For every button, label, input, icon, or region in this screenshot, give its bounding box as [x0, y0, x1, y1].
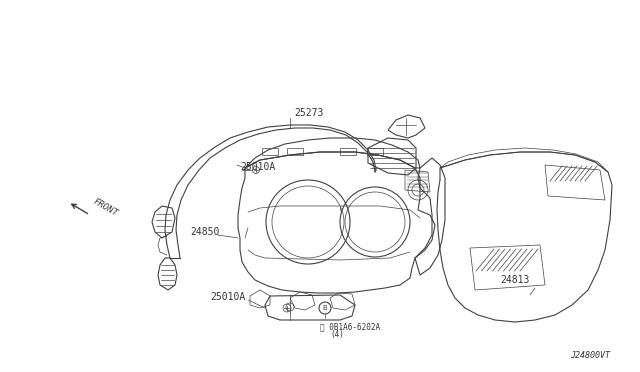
Text: 25010A: 25010A — [240, 162, 275, 172]
Text: J24800VT: J24800VT — [570, 351, 610, 360]
Text: B: B — [323, 305, 328, 311]
Text: Ⓑ 0B1A6-6202A: Ⓑ 0B1A6-6202A — [320, 322, 380, 331]
Text: 25273: 25273 — [294, 108, 323, 118]
Text: 24850: 24850 — [190, 227, 220, 237]
Text: FRONT: FRONT — [92, 197, 120, 218]
Text: (4): (4) — [330, 330, 344, 339]
Text: 25010A: 25010A — [210, 292, 245, 302]
Text: 24813: 24813 — [500, 275, 529, 285]
